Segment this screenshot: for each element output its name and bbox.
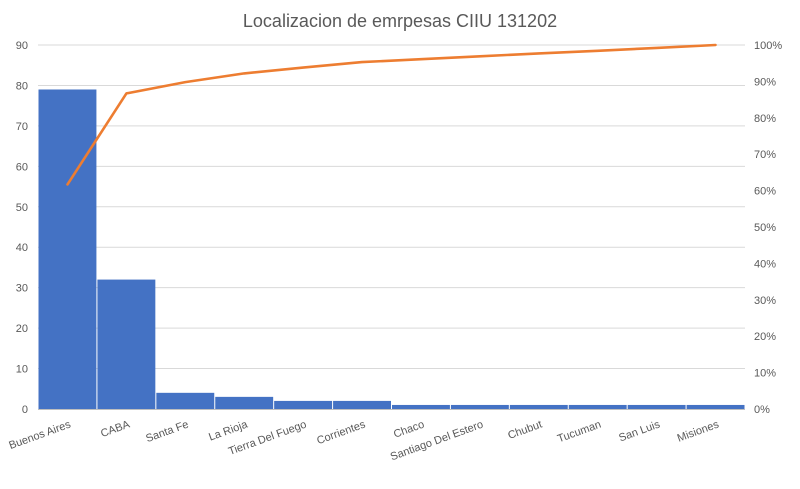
y-tick-label: 50 — [16, 202, 28, 214]
cumulative-line — [66, 43, 717, 186]
y-axis-left: 0 10 20 30 40 50 60 70 80 90 — [16, 40, 28, 416]
category-label: Misiones — [676, 418, 721, 444]
y-tick-label: 90 — [16, 40, 28, 52]
bar — [627, 404, 686, 409]
y-tick-label: 10 — [16, 364, 28, 376]
bar — [450, 404, 509, 409]
y-axis-right: 0% 10% 20% 30% 40% 50% 60% 70% 80% 90% 100% — [754, 40, 782, 416]
y2-tick-label: 90% — [754, 76, 776, 88]
y2-tick-label: 10% — [754, 368, 776, 380]
y-tick-label: 70 — [16, 121, 28, 133]
y2-tick-label: 70% — [754, 149, 776, 161]
bar — [97, 279, 156, 409]
y2-tick-label: 30% — [754, 295, 776, 307]
bar — [509, 404, 568, 409]
gridlines — [38, 44, 745, 370]
bar — [38, 89, 97, 409]
category-label: Corrientes — [315, 418, 367, 447]
y-tick-label: 80 — [16, 80, 28, 92]
y-tick-label: 0 — [22, 404, 28, 416]
cumulative-line-series — [66, 43, 717, 186]
y2-tick-label: 40% — [754, 258, 776, 270]
category-label: Chaco — [392, 419, 426, 441]
y2-tick-label: 20% — [754, 331, 776, 343]
bar — [568, 404, 627, 409]
y-tick-label: 30 — [16, 283, 28, 295]
y-tick-label: 20 — [16, 323, 28, 335]
bar-series — [38, 89, 745, 409]
category-label: Chubut — [506, 419, 543, 442]
y-tick-label: 60 — [16, 161, 28, 173]
y2-tick-label: 100% — [754, 40, 782, 52]
y2-tick-label: 60% — [754, 186, 776, 198]
category-label: Buenos Aires — [7, 418, 72, 452]
category-label: San Luis — [617, 418, 662, 444]
chart-title: Localizacion de emrpesas CIIU 131202 — [243, 11, 557, 31]
category-label: Santa Fe — [144, 419, 190, 446]
y2-tick-label: 50% — [754, 222, 776, 234]
bar — [686, 404, 745, 409]
y2-tick-label: 80% — [754, 113, 776, 125]
bar — [392, 404, 450, 409]
bar — [215, 396, 274, 409]
y2-tick-label: 0% — [754, 404, 770, 416]
bar — [274, 400, 333, 409]
bar — [333, 400, 391, 409]
bar — [156, 392, 215, 409]
category-label: Tucuman — [556, 419, 603, 446]
y-tick-label: 40 — [16, 242, 28, 254]
category-label: CABA — [99, 418, 132, 440]
